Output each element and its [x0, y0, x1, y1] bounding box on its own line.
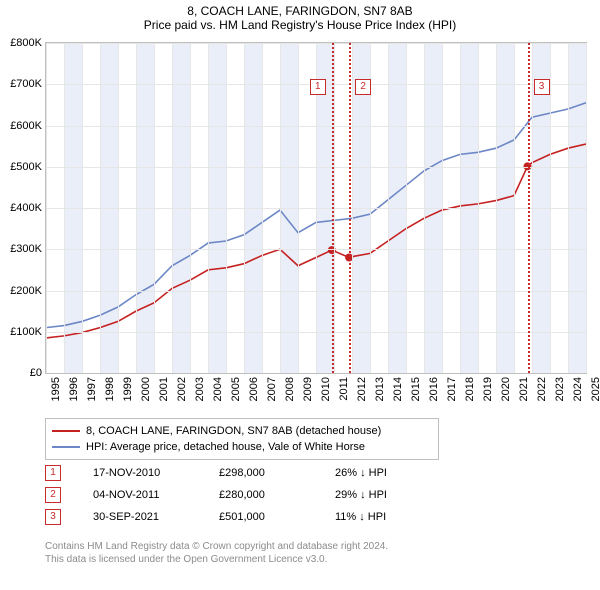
x-tick-label: 2008	[284, 377, 296, 401]
y-gridline	[46, 373, 586, 374]
y-tick-label: £800K	[10, 37, 42, 49]
x-tick-label: 2013	[374, 377, 386, 401]
y-tick-label: £400K	[10, 202, 42, 214]
marker-index-box: 3	[534, 79, 550, 95]
x-tick-label: 2007	[266, 377, 278, 401]
transaction-price: £298,000	[219, 467, 329, 479]
legend-swatch	[52, 446, 80, 448]
x-tick-label: 2003	[194, 377, 206, 401]
x-tick-label: 2019	[482, 377, 494, 401]
transaction-diff: 26% ↓ HPI	[335, 467, 435, 479]
x-tick-label: 2010	[320, 377, 332, 401]
y-tick-label: £300K	[10, 243, 42, 255]
marker-line	[349, 43, 351, 373]
x-tick-label: 2023	[554, 377, 566, 401]
transaction-date: 17-NOV-2010	[93, 467, 213, 479]
chart-title-line2: Price paid vs. HM Land Registry's House …	[0, 18, 600, 34]
x-tick-label: 2002	[176, 377, 188, 401]
x-tick-label: 2018	[464, 377, 476, 401]
x-tick-label: 1996	[68, 377, 80, 401]
y-gridline	[46, 208, 586, 209]
y-gridline	[46, 249, 586, 250]
marker-line	[332, 43, 334, 373]
marker-index-box: 1	[310, 79, 326, 95]
x-tick-label: 1998	[104, 377, 116, 401]
y-tick-label: £600K	[10, 120, 42, 132]
transaction-diff: 11% ↓ HPI	[335, 511, 435, 523]
transaction-price: £501,000	[219, 511, 329, 523]
table-row: 1 17-NOV-2010 £298,000 26% ↓ HPI	[45, 462, 435, 484]
y-gridline	[46, 167, 586, 168]
transaction-index-box: 3	[45, 509, 61, 525]
x-tick-label: 2001	[158, 377, 170, 401]
x-tick-label: 2016	[428, 377, 440, 401]
y-gridline	[46, 291, 586, 292]
x-tick-label: 2025	[590, 377, 600, 401]
transactions-table: 1 17-NOV-2010 £298,000 26% ↓ HPI 2 04-NO…	[45, 462, 435, 528]
x-tick-label: 2006	[248, 377, 260, 401]
x-tick-label: 2011	[338, 377, 350, 401]
transaction-price: £280,000	[219, 489, 329, 501]
transaction-index-box: 1	[45, 465, 61, 481]
legend-item: HPI: Average price, detached house, Vale…	[52, 439, 432, 455]
x-tick-label: 2000	[140, 377, 152, 401]
x-tick-label: 2024	[572, 377, 584, 401]
transaction-date: 04-NOV-2011	[93, 489, 213, 501]
marker-index-box: 2	[355, 79, 371, 95]
y-gridline	[46, 43, 586, 44]
footer-line2: This data is licensed under the Open Gov…	[45, 553, 585, 566]
y-gridline	[46, 126, 586, 127]
x-tick-label: 1999	[122, 377, 134, 401]
x-tick-label: 2022	[536, 377, 548, 401]
x-tick-label: 1997	[86, 377, 98, 401]
y-tick-label: £700K	[10, 78, 42, 90]
legend-label: 8, COACH LANE, FARINGDON, SN7 8AB (detac…	[86, 423, 381, 439]
chart-title-line1: 8, COACH LANE, FARINGDON, SN7 8AB	[0, 0, 600, 18]
table-row: 3 30-SEP-2021 £501,000 11% ↓ HPI	[45, 506, 435, 528]
x-tick-label: 2014	[392, 377, 404, 401]
x-tick-label: 2020	[500, 377, 512, 401]
y-tick-label: £200K	[10, 285, 42, 297]
transaction-date: 30-SEP-2021	[93, 511, 213, 523]
marker-line	[528, 43, 530, 373]
x-tick-label: 2005	[230, 377, 242, 401]
x-tick-label: 2015	[410, 377, 422, 401]
y-tick-label: £500K	[10, 161, 42, 173]
x-tick-label: 2017	[446, 377, 458, 401]
legend-item: 8, COACH LANE, FARINGDON, SN7 8AB (detac…	[52, 423, 432, 439]
legend: 8, COACH LANE, FARINGDON, SN7 8AB (detac…	[45, 418, 439, 460]
table-row: 2 04-NOV-2011 £280,000 29% ↓ HPI	[45, 484, 435, 506]
x-tick-label: 2009	[302, 377, 314, 401]
x-tick-label: 2004	[212, 377, 224, 401]
x-gridline	[586, 43, 587, 373]
transaction-diff: 29% ↓ HPI	[335, 489, 435, 501]
y-gridline	[46, 332, 586, 333]
y-tick-label: £0	[30, 367, 42, 379]
x-tick-label: 1995	[50, 377, 62, 401]
legend-swatch	[52, 430, 80, 432]
y-tick-label: £100K	[10, 326, 42, 338]
footer-line1: Contains HM Land Registry data © Crown c…	[45, 540, 585, 553]
legend-label: HPI: Average price, detached house, Vale…	[86, 439, 365, 455]
chart-plot-area: 1995199619971998199920002001200220032004…	[45, 42, 587, 374]
x-tick-label: 2021	[518, 377, 530, 401]
x-tick-label: 2012	[356, 377, 368, 401]
footer-attribution: Contains HM Land Registry data © Crown c…	[45, 540, 585, 566]
transaction-index-box: 2	[45, 487, 61, 503]
